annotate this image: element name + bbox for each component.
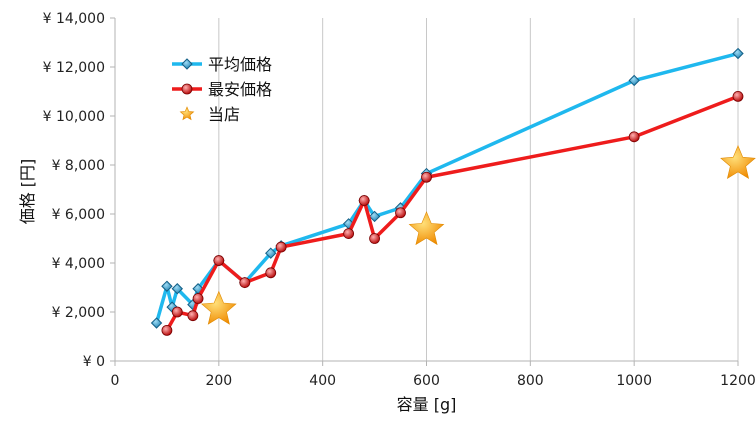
y-tick-label: ¥ 6,000 xyxy=(52,207,105,223)
data-point xyxy=(343,228,355,240)
data-point xyxy=(732,47,744,60)
data-point xyxy=(732,91,744,102)
y-tick-label: ¥ 14,000 xyxy=(43,11,105,27)
series-layer xyxy=(150,47,756,336)
x-axis-label: 容量 [g] xyxy=(397,395,457,414)
data-point xyxy=(408,211,445,246)
x-tick-label: 200 xyxy=(205,373,232,389)
data-point xyxy=(150,317,163,329)
data-point xyxy=(171,283,184,295)
legend-item-2: 最安価格 xyxy=(172,80,272,99)
axes: ¥ 0 ¥ 2,000 ¥ 4,000 ¥ 6,000 ¥ 8,000 ¥ 10,000 ¥… xyxy=(43,11,756,389)
y-tick-label: ¥ 4,000 xyxy=(52,256,105,272)
data-point xyxy=(200,290,237,325)
data-point xyxy=(265,247,277,259)
data-point xyxy=(171,306,183,318)
legend-item-1: 平均価格 xyxy=(172,55,272,74)
y-tick-label: ¥ 10,000 xyxy=(43,109,105,125)
legend-label: 平均価格 xyxy=(208,55,272,74)
data-point xyxy=(628,74,640,87)
data-point xyxy=(275,241,287,253)
legend-item-3: 当店 xyxy=(179,105,240,124)
x-tick-label: 600 xyxy=(413,373,440,389)
y-tick-label: ¥ 2,000 xyxy=(52,305,105,321)
data-point xyxy=(421,171,432,183)
data-point xyxy=(395,207,406,219)
data-point xyxy=(369,233,380,244)
x-tick-label: 1000 xyxy=(616,373,652,389)
data-point xyxy=(628,131,640,143)
data-point xyxy=(161,324,173,336)
y-tick-label: ¥ 8,000 xyxy=(52,158,105,174)
series-2 xyxy=(161,91,744,336)
data-point xyxy=(161,280,173,292)
y-axis-label: 価格 [円] xyxy=(18,159,37,225)
grid-lines xyxy=(218,18,739,361)
legend-marker xyxy=(181,58,193,70)
data-point xyxy=(187,310,199,322)
legend-marker xyxy=(179,106,195,121)
data-point xyxy=(358,195,370,206)
data-point xyxy=(720,144,756,179)
x-tick-label: 400 xyxy=(309,373,336,389)
series-line-2 xyxy=(165,94,739,332)
series-3 xyxy=(200,144,756,325)
data-point xyxy=(265,267,277,279)
data-point xyxy=(213,255,225,266)
legend-label: 当店 xyxy=(208,105,240,124)
legend-marker xyxy=(181,83,193,95)
x-tick-label: 0 xyxy=(111,373,120,389)
y-tick-label: ¥ 12,000 xyxy=(43,60,105,76)
y-tick-label: ¥ 0 xyxy=(83,354,105,370)
x-tick-label: 800 xyxy=(517,373,544,389)
legend-label: 最安価格 xyxy=(208,80,272,99)
data-point xyxy=(368,210,381,223)
x-tick-label: 1200 xyxy=(720,373,756,389)
data-point xyxy=(239,277,251,289)
data-point xyxy=(192,293,204,304)
